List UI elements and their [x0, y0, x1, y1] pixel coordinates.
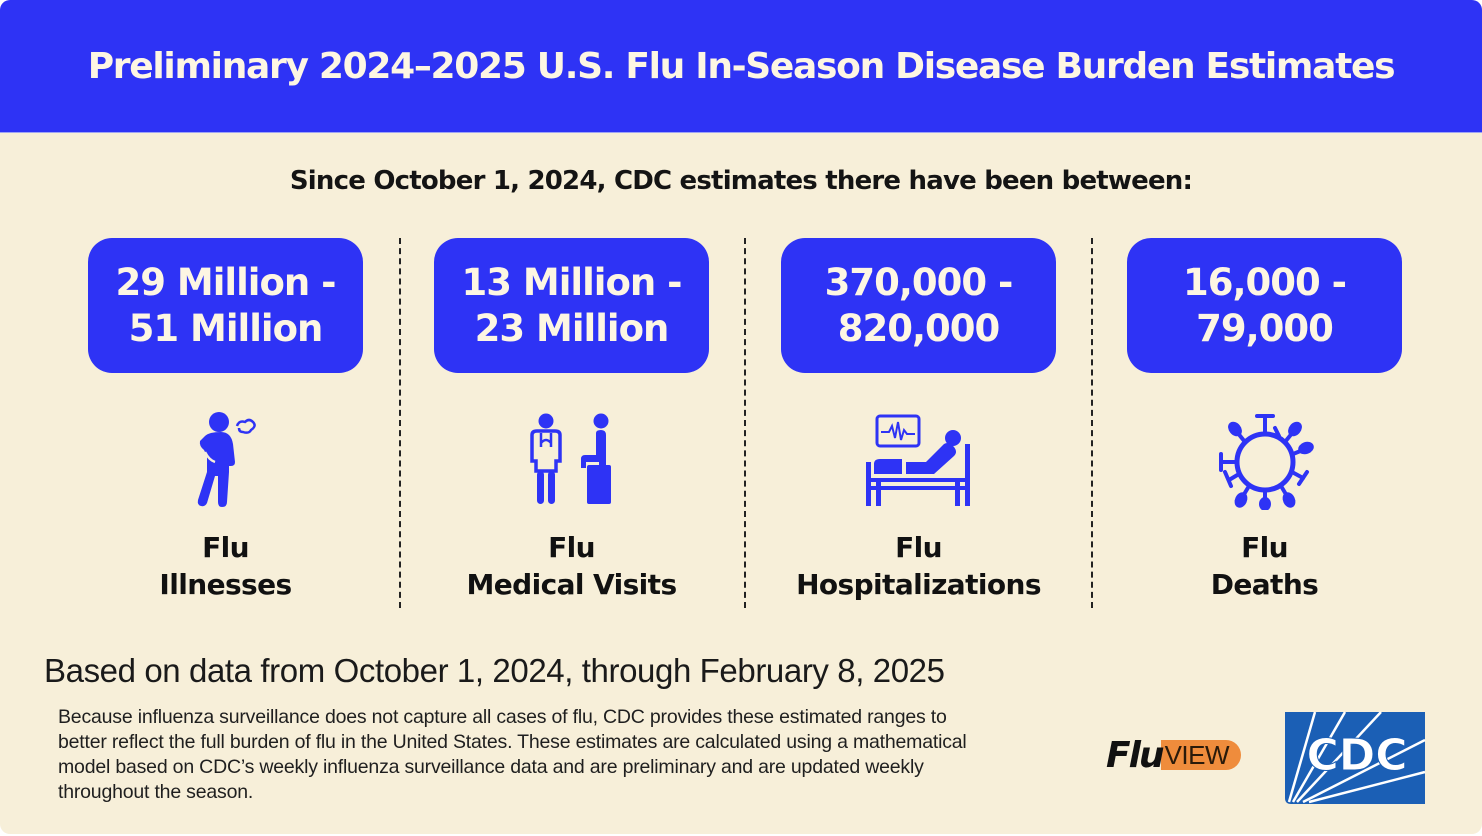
range-low: 16,000 - — [1182, 260, 1347, 304]
range-low: 370,000 - — [824, 260, 1014, 304]
stat-label: Flu Medical Visits — [466, 531, 677, 601]
data-period-heading: Based on data from October 1, 2024, thro… — [44, 652, 945, 689]
header-banner: Preliminary 2024–2025 U.S. Flu In-Season… — [0, 0, 1482, 133]
column-divider — [744, 238, 746, 608]
stat-label: Flu Deaths — [1210, 531, 1319, 601]
stat-column-medical-visits: 13 Million - 23 Million Flu Medical Visi… — [434, 238, 709, 603]
subtitle: Since October 1, 2024, CDC estimates the… — [289, 166, 1193, 196]
fluview-logo: Flu VIEW — [1106, 734, 1242, 776]
sick-person-coughing-icon — [197, 412, 256, 507]
stat-range-box: 13 Million - 23 Million — [434, 238, 709, 373]
column-divider — [399, 238, 401, 608]
stat-column-deaths: 16,000 - 79,000 — [1127, 238, 1402, 603]
svg-text:CDC: CDC — [1306, 730, 1407, 781]
column-divider — [1091, 238, 1093, 608]
stat-column-hospitalizations: 370,000 - 820,000 Flu Hospitalizations — [781, 238, 1056, 603]
range-high: 820,000 — [837, 306, 1001, 350]
hospital-bed-monitor-icon — [865, 414, 970, 506]
virus-icon — [1218, 414, 1314, 510]
stat-label: Flu Illnesses — [159, 531, 292, 601]
stat-range-box: 370,000 - 820,000 — [781, 238, 1056, 373]
fluview-logo-flu: Flu — [1106, 734, 1165, 776]
range-high: 51 Million — [128, 306, 324, 350]
methodology-note: Because influenza surveillance does not … — [58, 706, 967, 803]
fluview-logo-view: VIEW — [1160, 740, 1242, 770]
stat-label: Flu Hospitalizations — [796, 531, 1041, 601]
range-low: 13 Million - — [461, 260, 683, 304]
stat-range-box: 29 Million - 51 Million — [88, 238, 363, 373]
stat-column-illnesses: 29 Million - 51 Million Flu Illnesses — [88, 238, 363, 603]
stat-range-box: 16,000 - 79,000 — [1127, 238, 1402, 373]
range-low: 29 Million - — [115, 260, 337, 304]
range-high: 23 Million — [474, 306, 670, 350]
cdc-logo: CDC — [1285, 711, 1426, 804]
range-high: 79,000 — [1196, 306, 1334, 350]
page-title: Preliminary 2024–2025 U.S. Flu In-Season… — [87, 45, 1396, 87]
doctor-and-patient-icon — [529, 413, 611, 504]
